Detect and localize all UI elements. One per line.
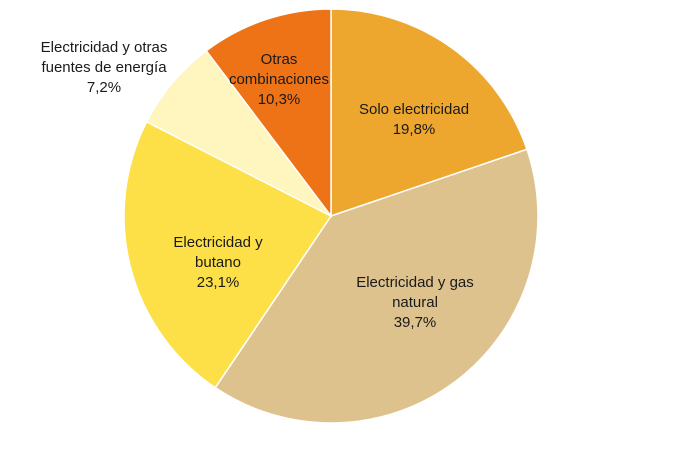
slice-label-line: natural xyxy=(392,294,438,311)
slice-label-line: Electricidad y gas xyxy=(356,274,474,291)
slice-value-label: 23,1% xyxy=(196,274,240,291)
slice-value-label: 39,7% xyxy=(393,314,437,331)
slice-label-2: Electricidad y gas natural 39,7% xyxy=(356,273,474,333)
slice-label-1: Solo electricidad 19,8% xyxy=(359,100,469,140)
slice-label-line: combinaciones xyxy=(228,71,330,88)
slice-label-3: Electricidad y butano 23,1% xyxy=(173,233,262,293)
slice-label-line: Electricidad y otras xyxy=(40,39,168,56)
slice-label-line: Solo electricidad xyxy=(358,101,470,118)
slice-label-line: butano xyxy=(195,254,241,271)
pie-slice-3 xyxy=(123,120,333,389)
slice-label-4: Electricidad y otras fuentes de energía 7,… xyxy=(41,38,168,98)
slice-label-line: Otras xyxy=(260,51,298,68)
slice-label-line: Electricidad y xyxy=(173,234,263,251)
slice-value-label: 7,2% xyxy=(86,79,122,96)
pie-slice-5 xyxy=(205,8,332,219)
slice-value-label: 10,3% xyxy=(257,91,301,108)
slice-label-5: Otras combinaciones 10,3% xyxy=(229,50,329,110)
slice-label-line: fuentes de energía xyxy=(41,59,167,76)
slice-value-label: 19,8% xyxy=(392,121,436,138)
pie-slice-1 xyxy=(330,8,528,218)
pie-slice-2 xyxy=(214,148,539,424)
